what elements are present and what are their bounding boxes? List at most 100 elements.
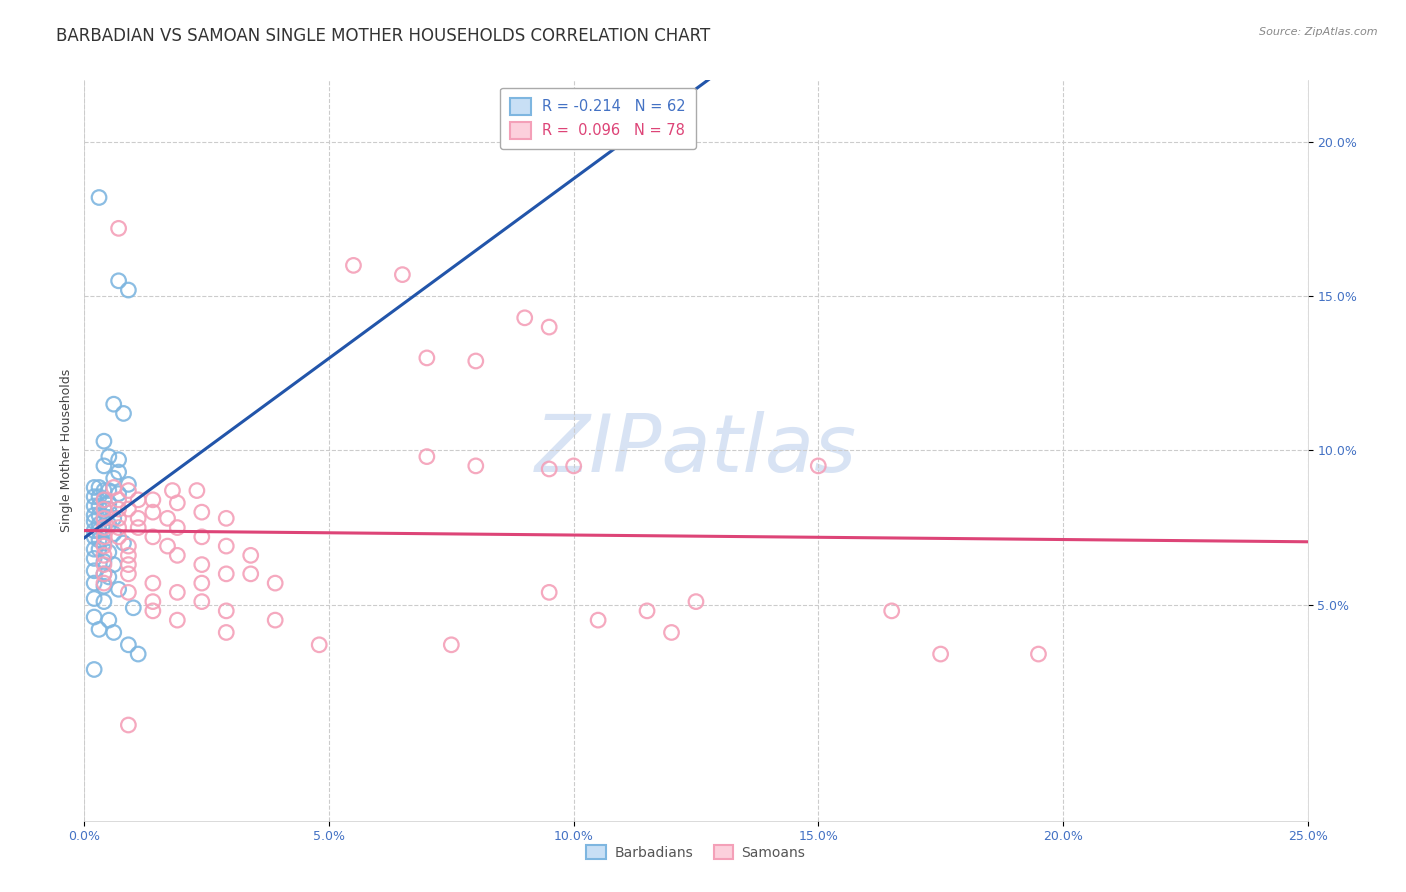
Point: [103, 526, 125, 541]
Point: [93, 458, 115, 473]
Point: [562, 458, 585, 473]
Point: [107, 492, 129, 507]
Point: [264, 576, 287, 591]
Point: [117, 283, 139, 297]
Point: [142, 594, 165, 608]
Y-axis label: Single Mother Households: Single Mother Households: [60, 368, 73, 533]
Point: [83, 576, 105, 591]
Point: [191, 530, 214, 544]
Point: [107, 486, 129, 500]
Point: [87, 524, 110, 538]
Point: [142, 530, 165, 544]
Point: [239, 566, 262, 581]
Point: [97, 570, 120, 584]
Point: [103, 397, 125, 411]
Point: [103, 481, 125, 495]
Point: [112, 536, 135, 550]
Point: [117, 477, 139, 491]
Point: [87, 533, 110, 547]
Point: [93, 566, 115, 581]
Point: [142, 505, 165, 519]
Point: [83, 508, 105, 523]
Point: [464, 458, 486, 473]
Point: [83, 530, 105, 544]
Point: [107, 465, 129, 479]
Point: [87, 623, 110, 637]
Point: [93, 558, 115, 572]
Point: [807, 458, 830, 473]
Point: [103, 625, 125, 640]
Point: [83, 551, 105, 566]
Point: [83, 663, 105, 677]
Point: [215, 539, 238, 553]
Point: [97, 496, 120, 510]
Point: [112, 407, 135, 421]
Legend: Barbadians, Samoans: Barbadians, Samoans: [581, 839, 811, 865]
Point: [93, 594, 115, 608]
Point: [661, 625, 683, 640]
Point: [166, 613, 188, 627]
Point: [929, 647, 952, 661]
Point: [93, 530, 115, 544]
Point: [538, 320, 561, 334]
Point: [342, 259, 364, 273]
Point: [83, 499, 105, 513]
Point: [93, 511, 115, 525]
Point: [191, 594, 214, 608]
Point: [87, 517, 110, 532]
Point: [142, 604, 165, 618]
Point: [93, 434, 115, 449]
Point: [117, 558, 139, 572]
Point: [93, 554, 115, 569]
Point: [93, 549, 115, 563]
Point: [83, 591, 105, 606]
Point: [586, 613, 609, 627]
Point: [215, 566, 238, 581]
Point: [93, 502, 115, 516]
Point: [117, 566, 139, 581]
Point: [156, 511, 179, 525]
Point: [83, 524, 105, 538]
Text: BARBADIAN VS SAMOAN SINGLE MOTHER HOUSEHOLDS CORRELATION CHART: BARBADIAN VS SAMOAN SINGLE MOTHER HOUSEH…: [56, 27, 710, 45]
Point: [107, 502, 129, 516]
Point: [391, 268, 413, 282]
Point: [215, 604, 238, 618]
Point: [127, 520, 149, 534]
Point: [103, 558, 125, 572]
Point: [416, 351, 439, 365]
Point: [685, 594, 707, 608]
Point: [93, 492, 115, 507]
Point: [97, 450, 120, 464]
Point: [117, 718, 139, 732]
Point: [93, 576, 115, 591]
Point: [83, 564, 105, 578]
Point: [127, 647, 149, 661]
Point: [191, 576, 214, 591]
Point: [127, 492, 149, 507]
Point: [117, 549, 139, 563]
Point: [107, 530, 129, 544]
Point: [308, 638, 330, 652]
Point: [215, 625, 238, 640]
Point: [538, 462, 561, 476]
Point: [93, 483, 115, 498]
Point: [127, 511, 149, 525]
Point: [103, 511, 125, 525]
Point: [87, 190, 110, 204]
Point: [87, 542, 110, 557]
Text: Source: ZipAtlas.com: Source: ZipAtlas.com: [1260, 27, 1378, 37]
Point: [87, 490, 110, 504]
Point: [166, 549, 188, 563]
Point: [215, 511, 238, 525]
Point: [83, 610, 105, 624]
Point: [117, 585, 139, 599]
Point: [93, 520, 115, 534]
Point: [97, 502, 120, 516]
Point: [117, 483, 139, 498]
Point: [87, 499, 110, 513]
Point: [191, 505, 214, 519]
Point: [83, 490, 105, 504]
Point: [93, 502, 115, 516]
Point: [103, 471, 125, 485]
Point: [142, 492, 165, 507]
